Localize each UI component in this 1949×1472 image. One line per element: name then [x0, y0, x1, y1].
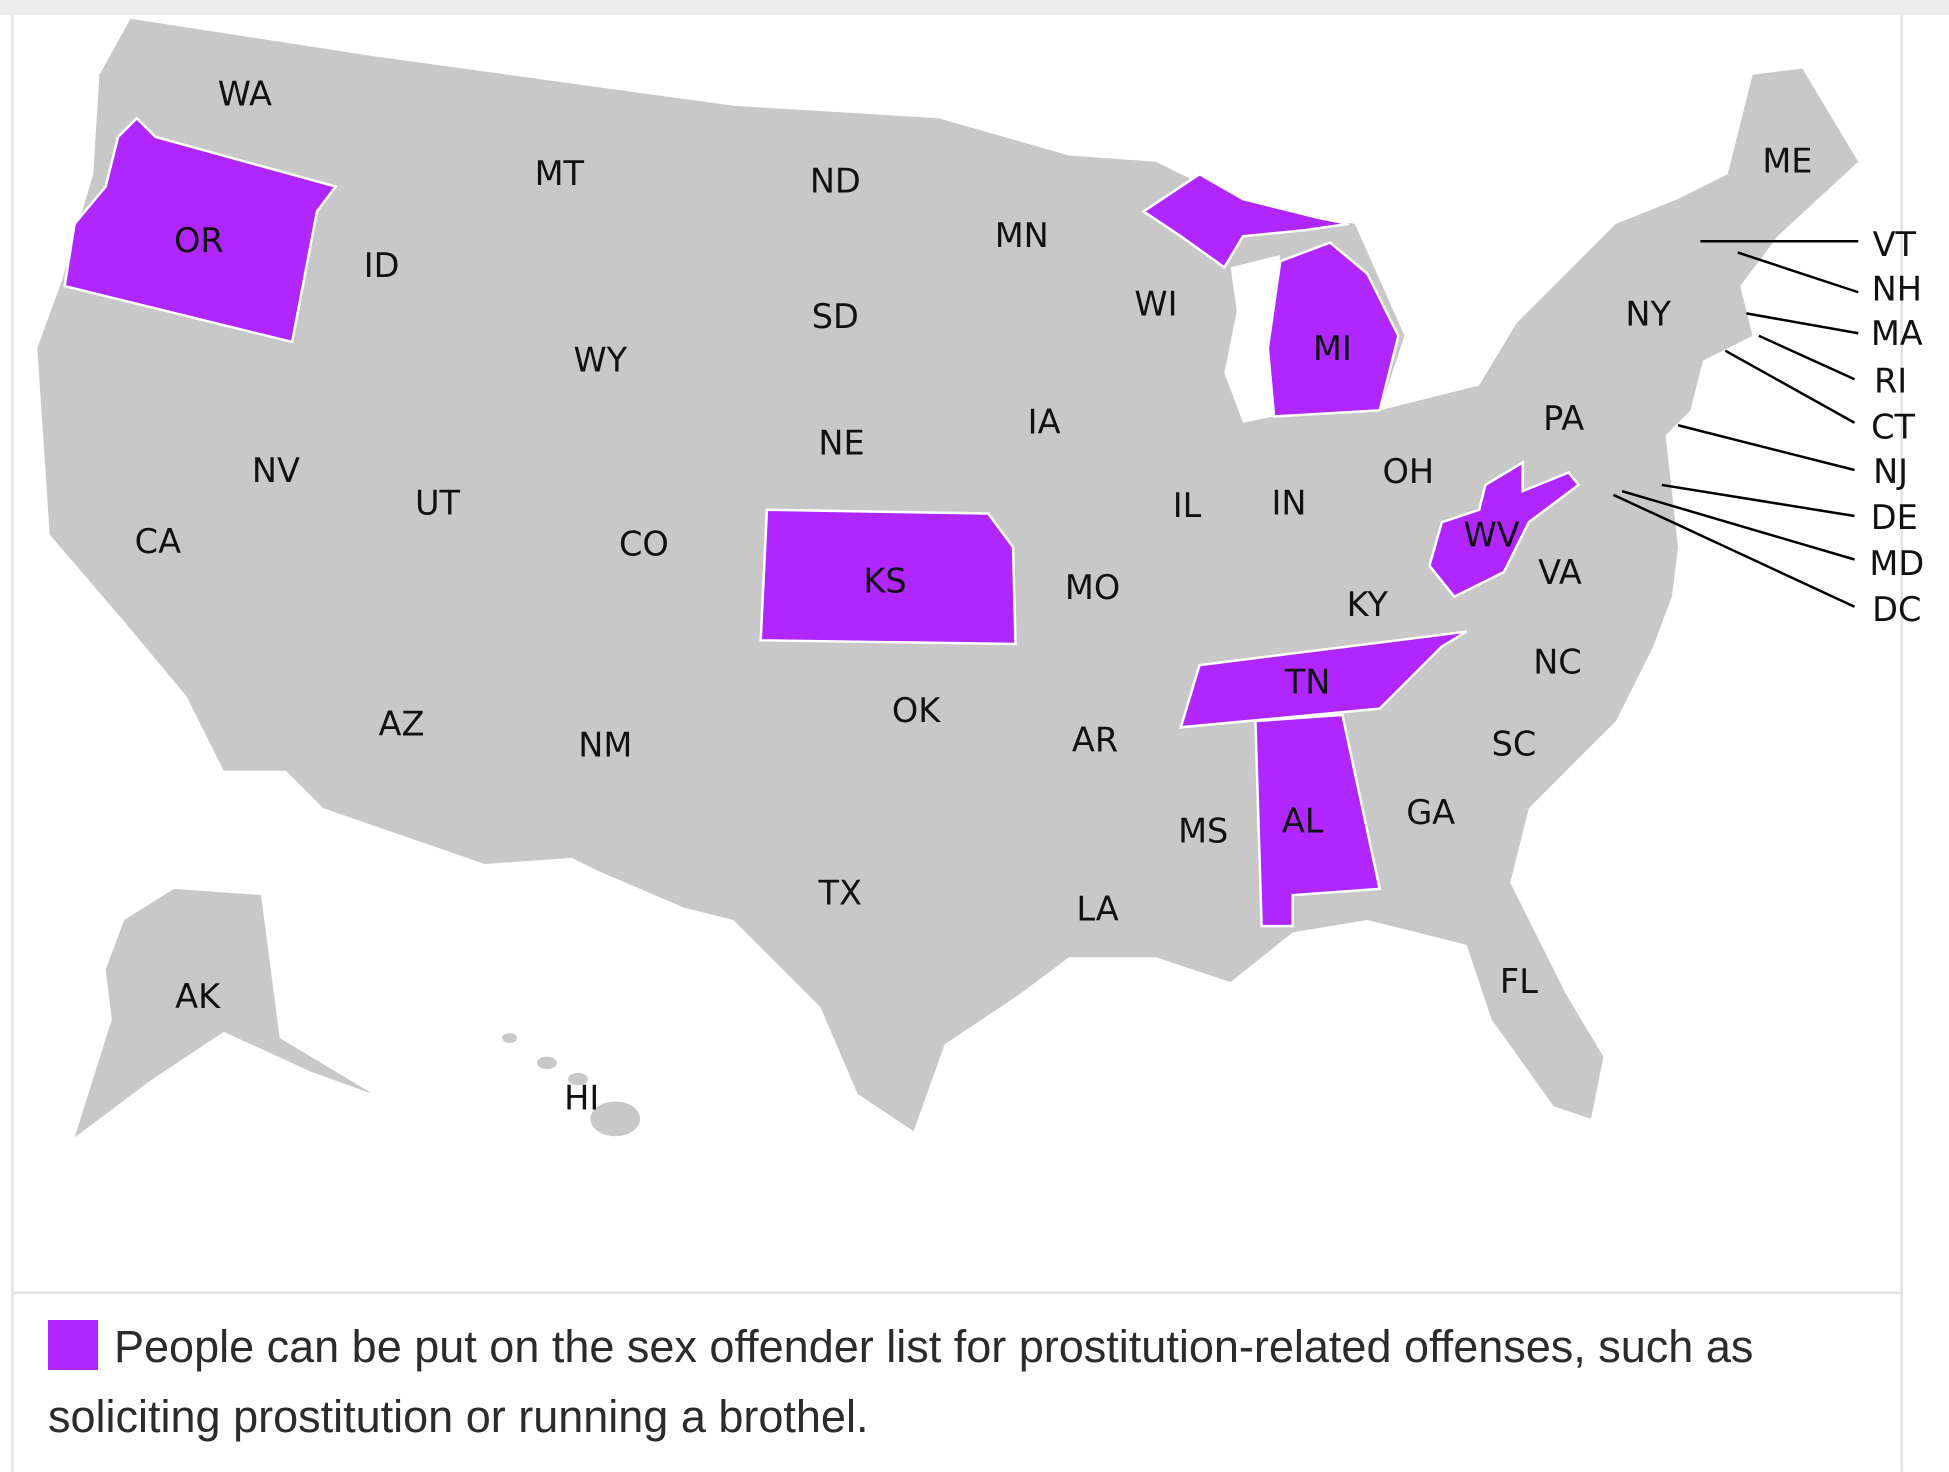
state-label: AZ	[379, 705, 425, 744]
state-label: TX	[818, 874, 862, 913]
state-label: MI	[1313, 329, 1352, 368]
state-label: OK	[892, 691, 941, 730]
state-label: RI	[1874, 361, 1907, 400]
land	[502, 1033, 518, 1044]
state-label: CO	[619, 524, 669, 563]
state-label: SC	[1492, 724, 1537, 763]
state-label: VT	[1873, 225, 1917, 264]
legend-swatch	[48, 1320, 98, 1370]
lake	[1224, 254, 1281, 423]
state-label: NV	[252, 451, 300, 490]
state-shape	[1141, 172, 1349, 270]
state-label: DE	[1871, 498, 1918, 537]
callout-line	[1621, 489, 1855, 561]
callout-line	[1612, 493, 1856, 608]
state-label: OR	[174, 221, 224, 260]
state-label: NY	[1625, 294, 1671, 333]
state-shape	[1179, 630, 1468, 729]
legend: People can be put on the sex offender li…	[48, 1312, 1888, 1452]
state-label: KS	[863, 562, 906, 601]
state-label: MO	[1065, 568, 1120, 607]
state-label: NH	[1872, 270, 1922, 309]
state-label: WV	[1464, 516, 1520, 555]
state-label: UT	[415, 483, 461, 522]
state-shape	[1266, 241, 1400, 418]
state-label: AR	[1072, 721, 1118, 760]
state-label: FL	[1500, 962, 1538, 1001]
state-label: PA	[1543, 399, 1584, 438]
state-label: IA	[1028, 403, 1061, 442]
land	[590, 1101, 641, 1137]
state-label: VA	[1538, 553, 1582, 592]
state-label: OH	[1382, 452, 1434, 491]
state-shape	[63, 116, 338, 344]
state-shape	[1428, 460, 1581, 599]
state-label: GA	[1406, 793, 1455, 832]
state-label: LA	[1076, 890, 1118, 929]
state-label: SD	[812, 297, 859, 336]
state-label: CA	[135, 522, 181, 561]
state-label: WI	[1134, 284, 1177, 323]
state-label: CT	[1871, 407, 1915, 446]
legend-text: People can be put on the sex offender li…	[48, 1321, 1754, 1442]
land	[74, 888, 373, 1138]
state-label: NC	[1533, 642, 1582, 681]
state-label: AK	[175, 977, 221, 1016]
callout-line	[1746, 312, 1859, 335]
state-label: MN	[995, 216, 1049, 255]
callout-line	[1758, 334, 1856, 381]
state-label: ID	[364, 246, 400, 285]
state-label: TN	[1284, 662, 1331, 701]
state-label: ME	[1762, 141, 1812, 180]
callout-line	[1724, 349, 1856, 424]
callout-line	[1677, 424, 1855, 472]
state-label: NJ	[1873, 452, 1908, 491]
state-label: IL	[1173, 486, 1202, 525]
state-label: IN	[1271, 483, 1306, 522]
state-shape	[759, 508, 1017, 646]
state-label: HI	[564, 1079, 599, 1118]
state-label: DC	[1872, 590, 1921, 629]
state-label: NE	[818, 424, 864, 463]
callout-line	[1661, 483, 1855, 518]
state-label: MS	[1178, 811, 1228, 850]
callout-line	[1737, 251, 1859, 294]
state-label: WY	[574, 340, 628, 379]
top-bar	[0, 0, 1949, 16]
state-label: MA	[1871, 314, 1923, 353]
state-shape	[1254, 713, 1382, 928]
state-label: KY	[1347, 585, 1389, 624]
state-label: NM	[578, 726, 632, 765]
land	[536, 1056, 557, 1070]
state-label: AL	[1282, 802, 1324, 841]
land	[568, 1072, 588, 1086]
state-label: MT	[535, 154, 585, 193]
state-label: MD	[1869, 544, 1924, 583]
state-label: ND	[810, 161, 861, 200]
state-label: WA	[218, 74, 272, 113]
